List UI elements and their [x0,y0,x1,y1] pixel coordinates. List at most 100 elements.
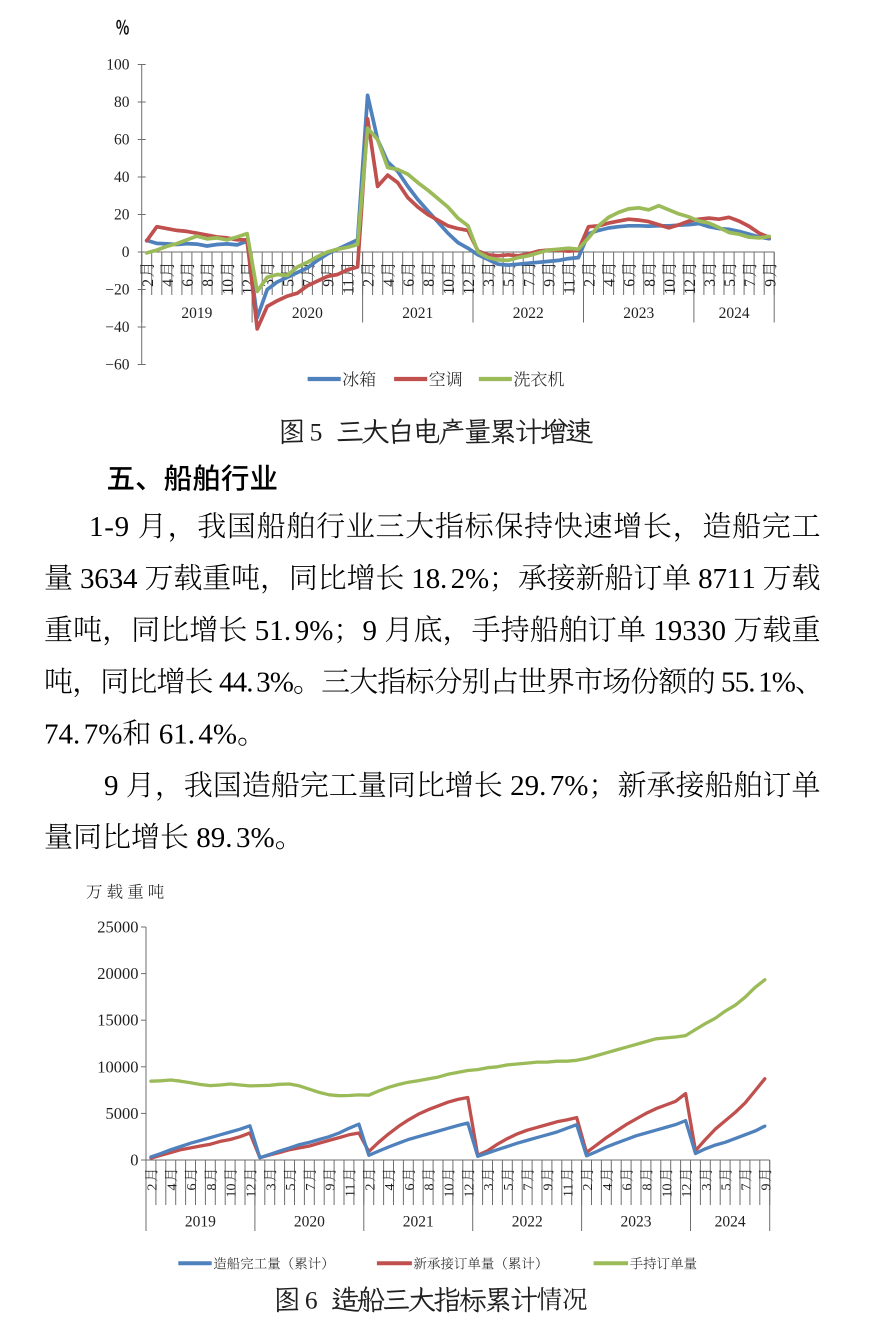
svg-text:3: 3 [481,279,498,287]
svg-text:1: 1 [411,563,426,595]
svg-text:2: 2 [361,279,378,287]
svg-text:1: 1 [727,563,742,595]
svg-text:2024: 2024 [715,1214,746,1231]
svg-text:6: 6 [185,1184,200,1191]
svg-text:1: 1 [173,718,188,750]
svg-text:2022: 2022 [513,305,544,322]
svg-text:8: 8 [426,563,441,595]
svg-text:-: - [104,511,114,543]
svg-text:15000: 15000 [97,1011,138,1030]
svg-text:10: 10 [443,1184,458,1198]
svg-text:12: 12 [680,1184,695,1198]
svg-text:2024: 2024 [719,305,750,322]
svg-text:8: 8 [698,563,713,595]
svg-text:3: 3 [700,1184,715,1191]
svg-text:4: 4 [381,279,398,287]
svg-text:9: 9 [525,770,540,802]
svg-text:2: 2 [582,279,599,287]
svg-text:9: 9 [668,615,683,647]
svg-text:4: 4 [160,279,177,287]
svg-text:12: 12 [462,1184,477,1198]
svg-text:%: % [270,667,294,699]
svg-text:20000: 20000 [97,964,138,983]
svg-text:9: 9 [324,1184,339,1191]
svg-text:3: 3 [109,563,124,595]
svg-text:7: 7 [84,718,99,750]
svg-text:8: 8 [642,279,659,287]
svg-text:4: 4 [219,667,234,699]
svg-text:10000: 10000 [97,1057,138,1076]
svg-text:2022: 2022 [512,1214,543,1231]
svg-text:8: 8 [423,1184,438,1191]
svg-text:3: 3 [702,279,719,287]
svg-text:9: 9 [104,770,119,802]
svg-text:0: 0 [122,244,130,261]
svg-text:4: 4 [198,718,213,750]
svg-text:−20: −20 [105,282,129,299]
svg-text:12: 12 [245,1184,260,1198]
svg-text:%: % [98,718,122,750]
svg-text:9: 9 [321,279,338,287]
svg-text:2: 2 [451,563,466,595]
svg-text:3: 3 [260,279,277,287]
svg-text:80: 80 [114,94,130,111]
svg-text:2019: 2019 [185,1214,216,1231]
svg-text:10: 10 [225,1184,240,1198]
svg-text:3: 3 [80,563,95,595]
svg-text:3: 3 [264,1184,279,1191]
svg-text:4: 4 [233,667,248,699]
svg-text:40: 40 [114,169,130,186]
svg-text:5: 5 [284,1184,299,1191]
svg-text:11: 11 [561,1184,576,1197]
svg-text:12: 12 [682,279,699,295]
svg-text:.: . [246,667,253,699]
svg-text:5: 5 [735,667,750,699]
svg-text:2023: 2023 [623,305,654,322]
svg-text:7: 7 [44,718,59,750]
svg-text:%: % [772,667,796,699]
svg-text:5: 5 [720,1184,735,1191]
svg-text:7: 7 [550,770,565,802]
svg-text:3: 3 [256,667,271,699]
svg-text:11: 11 [562,279,579,294]
svg-text:1: 1 [758,667,773,699]
svg-text:7: 7 [740,1184,755,1191]
svg-text:1: 1 [269,615,284,647]
svg-text:2: 2 [146,1184,161,1191]
svg-text:%: % [309,615,333,647]
svg-text:8: 8 [421,279,438,287]
svg-text:3: 3 [236,822,251,854]
svg-text:9: 9 [542,1184,557,1191]
svg-text:.: . [73,718,80,750]
svg-text:6: 6 [180,279,197,287]
svg-text:2023: 2023 [621,1214,652,1231]
svg-text:4: 4 [601,1184,616,1191]
svg-text:%: % [251,822,275,854]
svg-text:7: 7 [742,279,759,287]
svg-text:2020: 2020 [294,1214,325,1231]
svg-text:6: 6 [621,1184,636,1191]
svg-text:5: 5 [722,279,739,287]
svg-text:2: 2 [510,770,524,802]
svg-text:6: 6 [403,1184,418,1191]
svg-text:8: 8 [205,1184,220,1191]
svg-text:5: 5 [502,1184,517,1191]
svg-text:10: 10 [220,279,237,295]
svg-text:9: 9 [762,279,779,287]
svg-text:2019: 2019 [181,305,212,322]
svg-text:1: 1 [89,511,104,543]
svg-text:2021: 2021 [402,305,433,322]
svg-text:8: 8 [196,822,211,854]
svg-text:25000: 25000 [97,918,138,937]
svg-text:.: . [188,718,195,750]
svg-text:−40: −40 [105,319,129,336]
svg-text:5: 5 [255,615,270,647]
svg-text:4: 4 [602,279,619,287]
svg-text:6: 6 [622,279,639,287]
svg-text:%: % [465,563,489,595]
svg-text:9: 9 [759,1184,774,1191]
svg-text:8: 8 [641,1184,656,1191]
svg-text:12: 12 [461,279,478,295]
svg-text:7: 7 [713,563,728,595]
svg-text:5: 5 [280,279,297,287]
